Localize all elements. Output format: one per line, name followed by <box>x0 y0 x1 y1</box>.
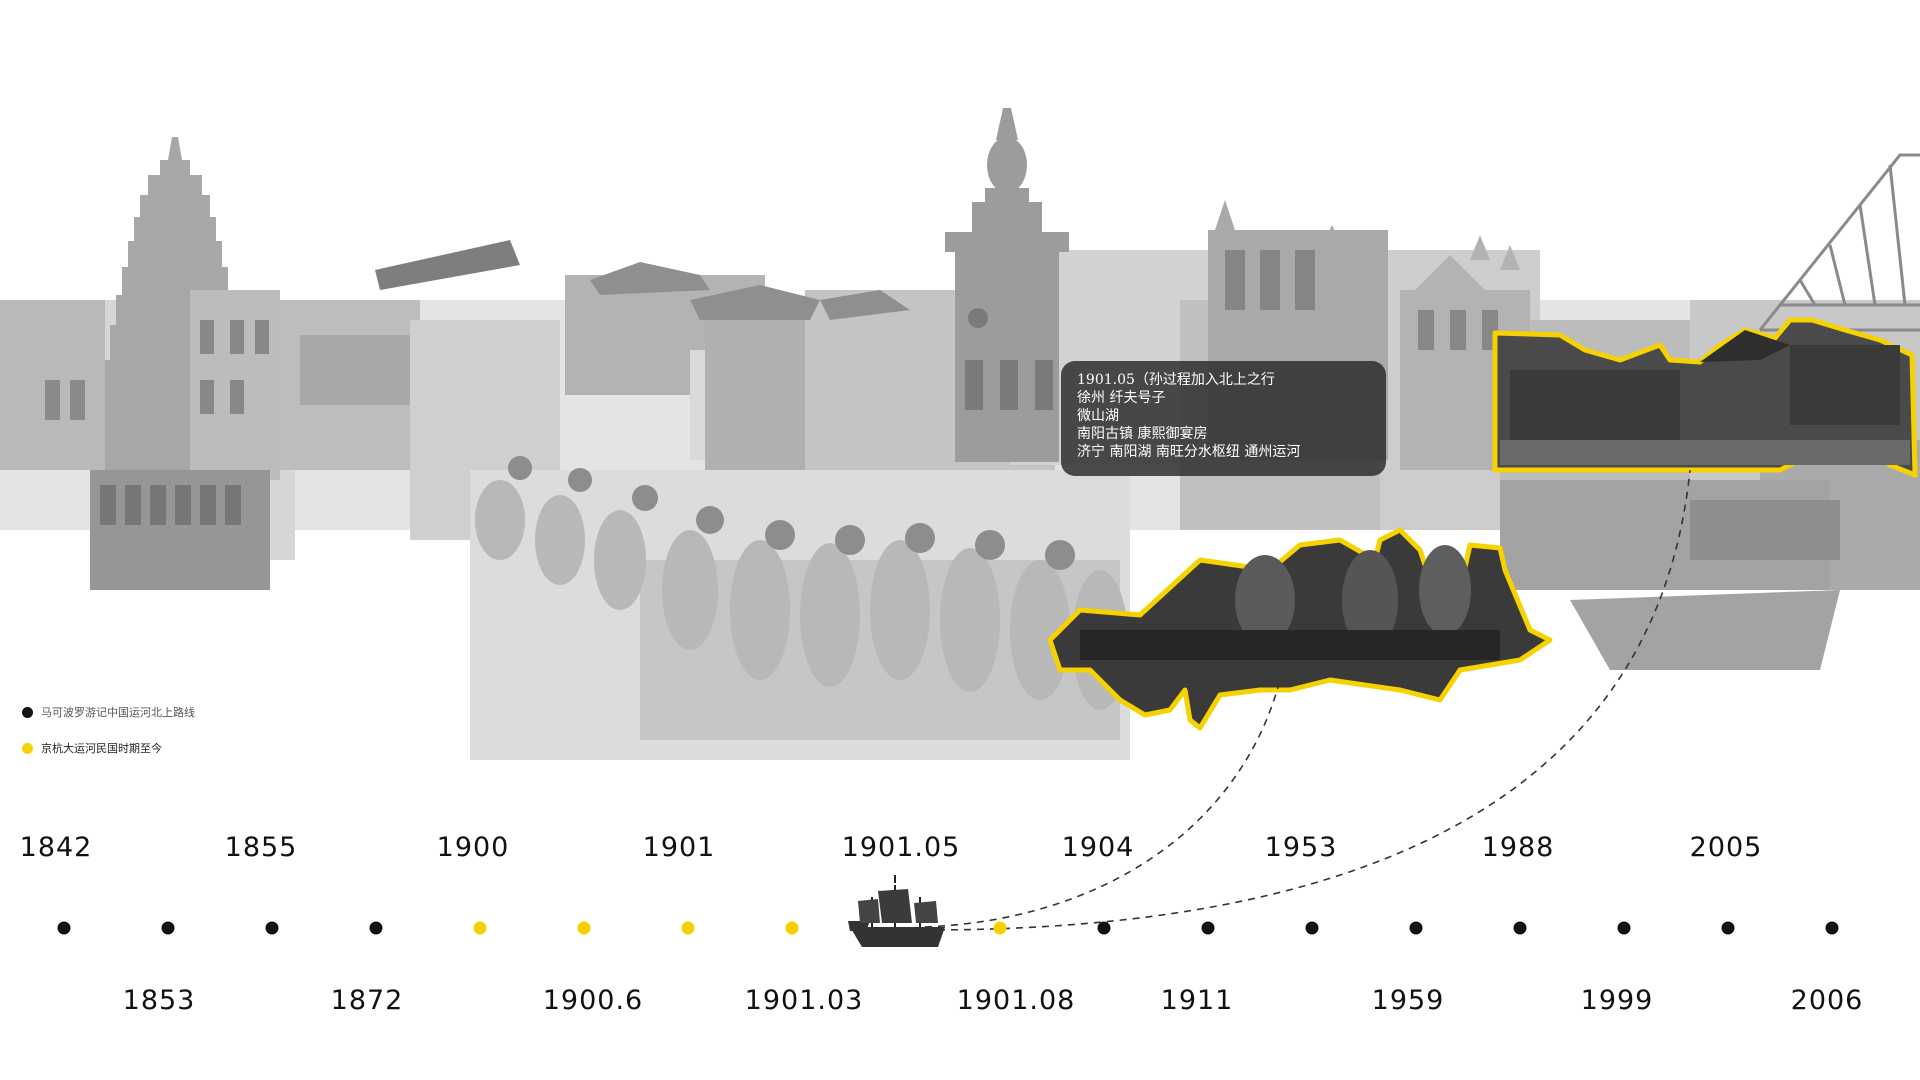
year-label-top: 1901 <box>642 832 716 863</box>
year-label-bottom: 1901.08 <box>956 985 1076 1016</box>
year-label-top: 1855 <box>224 832 298 863</box>
year-label-bottom: 1872 <box>330 985 404 1016</box>
year-label-top: 2005 <box>1689 832 1763 863</box>
clock-tower-silhouette <box>945 108 1069 462</box>
event-callout-box: 1901.05（孙过程加入北上之行 徐州 纤夫号子 微山湖 南阳古镇 康熙御宴房… <box>1061 361 1386 476</box>
black-dot-icon <box>22 706 33 718</box>
timeline-dot-yellow <box>785 921 799 935</box>
callout-line-5: 济宁 南阳湖 南旺分水枢纽 通州运河 <box>1077 444 1301 460</box>
timeline-dot-black <box>1825 921 1839 935</box>
arched-window-row <box>90 470 270 590</box>
highlight-photo-trackers <box>1047 527 1553 731</box>
timeline-dot-black <box>1721 921 1735 935</box>
timeline-dot-black <box>1409 921 1423 935</box>
timeline-dot-black <box>1617 921 1631 935</box>
yellow-dot-icon <box>22 742 33 754</box>
canal-boats-photo <box>1500 480 1840 670</box>
year-label-bottom: 1901.03 <box>744 985 864 1016</box>
timeline-dot-black <box>161 921 175 935</box>
year-label-bottom: 1999 <box>1580 985 1654 1016</box>
timeline-dot-black <box>369 921 383 935</box>
year-label-top: 1901.05 <box>841 832 961 863</box>
timeline-dot-yellow <box>681 921 695 935</box>
highlight-photo-pavilion <box>1492 317 1918 478</box>
callout-line-4: 南阳古镇 康熙御宴房 <box>1077 426 1208 442</box>
callout-line-1: 1901.05（孙过程加入北上之行 <box>1077 372 1275 388</box>
callout-line-3: 微山湖 <box>1077 408 1119 424</box>
timeline-dot-black <box>1513 921 1527 935</box>
year-label-top: 1988 <box>1481 832 1555 863</box>
timeline-dot-yellow <box>577 921 591 935</box>
traditional-roofs <box>590 262 910 480</box>
year-label-bottom: 2006 <box>1790 985 1864 1016</box>
legend-item-marco-polo: 马可波罗游记中国运河北上路线 <box>22 704 195 720</box>
junk-ship-icon <box>848 875 945 947</box>
year-label-bottom: 1900.6 <box>542 985 644 1016</box>
colonial-building-left <box>0 290 280 480</box>
timeline-dot-black <box>1201 921 1215 935</box>
legend-item-grand-canal: 京杭大运河民国时期至今 <box>22 740 162 756</box>
year-label-bottom: 1959 <box>1371 985 1445 1016</box>
year-label-bottom: 1911 <box>1160 985 1234 1016</box>
timeline-dot-black <box>1097 921 1111 935</box>
legend-label: 马可波罗游记中国运河北上路线 <box>41 706 195 719</box>
timeline-dot-black <box>57 921 71 935</box>
timeline-dot-black <box>265 921 279 935</box>
year-label-bottom: 1853 <box>122 985 196 1016</box>
year-label-top: 1842 <box>19 832 93 863</box>
callout-line-2: 徐州 纤夫号子 <box>1077 390 1166 406</box>
timeline-dot-yellow <box>473 921 487 935</box>
year-label-top: 1904 <box>1061 832 1135 863</box>
timeline-dot-yellow <box>993 921 1007 935</box>
year-label-top: 1953 <box>1264 832 1338 863</box>
timeline-dot-black <box>1305 921 1319 935</box>
dashed-connectors <box>924 469 1691 931</box>
year-label-top: 1900 <box>436 832 510 863</box>
marching-soldiers-crowd <box>470 456 1130 760</box>
legend-label: 京杭大运河民国时期至今 <box>41 742 162 755</box>
